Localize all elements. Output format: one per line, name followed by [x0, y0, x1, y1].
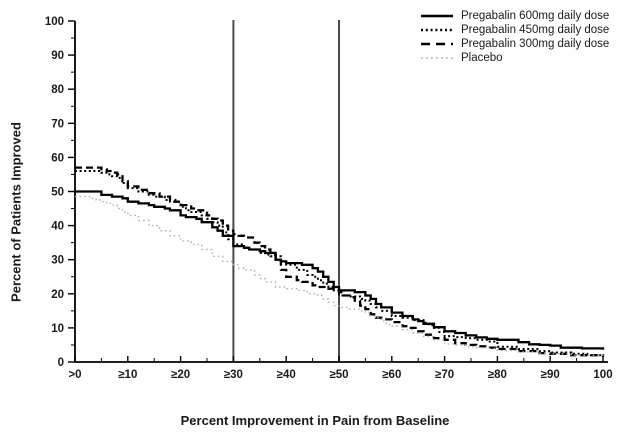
y-tick-label: 0 — [58, 357, 64, 369]
y-tick-label: 100 — [45, 16, 64, 28]
legend-marker-dotted-line — [421, 57, 453, 59]
y-tick-label: 20 — [51, 289, 64, 301]
x-tick-label: ≥60 — [382, 369, 401, 381]
legend-marker-dense-dotted-line — [421, 28, 453, 32]
x-tick-label: ≥30 — [224, 369, 243, 381]
x-tick-label: >0 — [68, 369, 81, 381]
x-tick-label: ≥50 — [329, 369, 348, 381]
y-tick-label: 70 — [51, 118, 64, 130]
y-tick-label: 90 — [51, 50, 64, 62]
series-line-1 — [75, 190, 605, 350]
y-tick-label: 60 — [51, 152, 64, 164]
y-tick-label: 30 — [51, 255, 64, 267]
x-tick-label: ≥70 — [435, 369, 454, 381]
x-tick-label: ≥90 — [541, 369, 560, 381]
y-tick-label: 80 — [51, 84, 64, 96]
legend-label: Pregabalin 450mg daily dose — [461, 24, 610, 36]
x-tick-label: ≥10 — [118, 369, 137, 381]
legend-item-pregabalin-300: Pregabalin 300mg daily dose — [420, 37, 609, 51]
legend-item-placebo: Placebo — [420, 51, 609, 65]
x-axis-title: Percent Improvement in Pain from Baselin… — [180, 413, 450, 428]
series-line-3 — [75, 166, 605, 357]
legend-item-pregabalin-600: Pregabalin 600mg daily dose — [420, 9, 609, 23]
y-tick-label: 10 — [51, 323, 64, 335]
x-tick-label: 100 — [593, 369, 612, 381]
x-tick-label: ≥80 — [488, 369, 507, 381]
x-tick-label: ≥40 — [277, 369, 296, 381]
y-axis-title: Percent of Patients Improved — [8, 122, 24, 302]
y-tick-label: 40 — [51, 221, 64, 233]
legend-label: Pregabalin 300mg daily dose — [461, 38, 610, 50]
legend-marker-solid-line — [421, 14, 453, 18]
legend-marker-dashed-line — [421, 42, 453, 46]
legend: Pregabalin 600mg daily dose Pregabalin 4… — [420, 9, 609, 65]
legend-label: Placebo — [461, 52, 503, 64]
y-tick-label: 50 — [51, 187, 64, 199]
x-tick-label: ≥20 — [171, 369, 190, 381]
legend-label: Pregabalin 600mg daily dose — [461, 10, 610, 22]
legend-item-pregabalin-450: Pregabalin 450mg daily dose — [420, 23, 609, 37]
